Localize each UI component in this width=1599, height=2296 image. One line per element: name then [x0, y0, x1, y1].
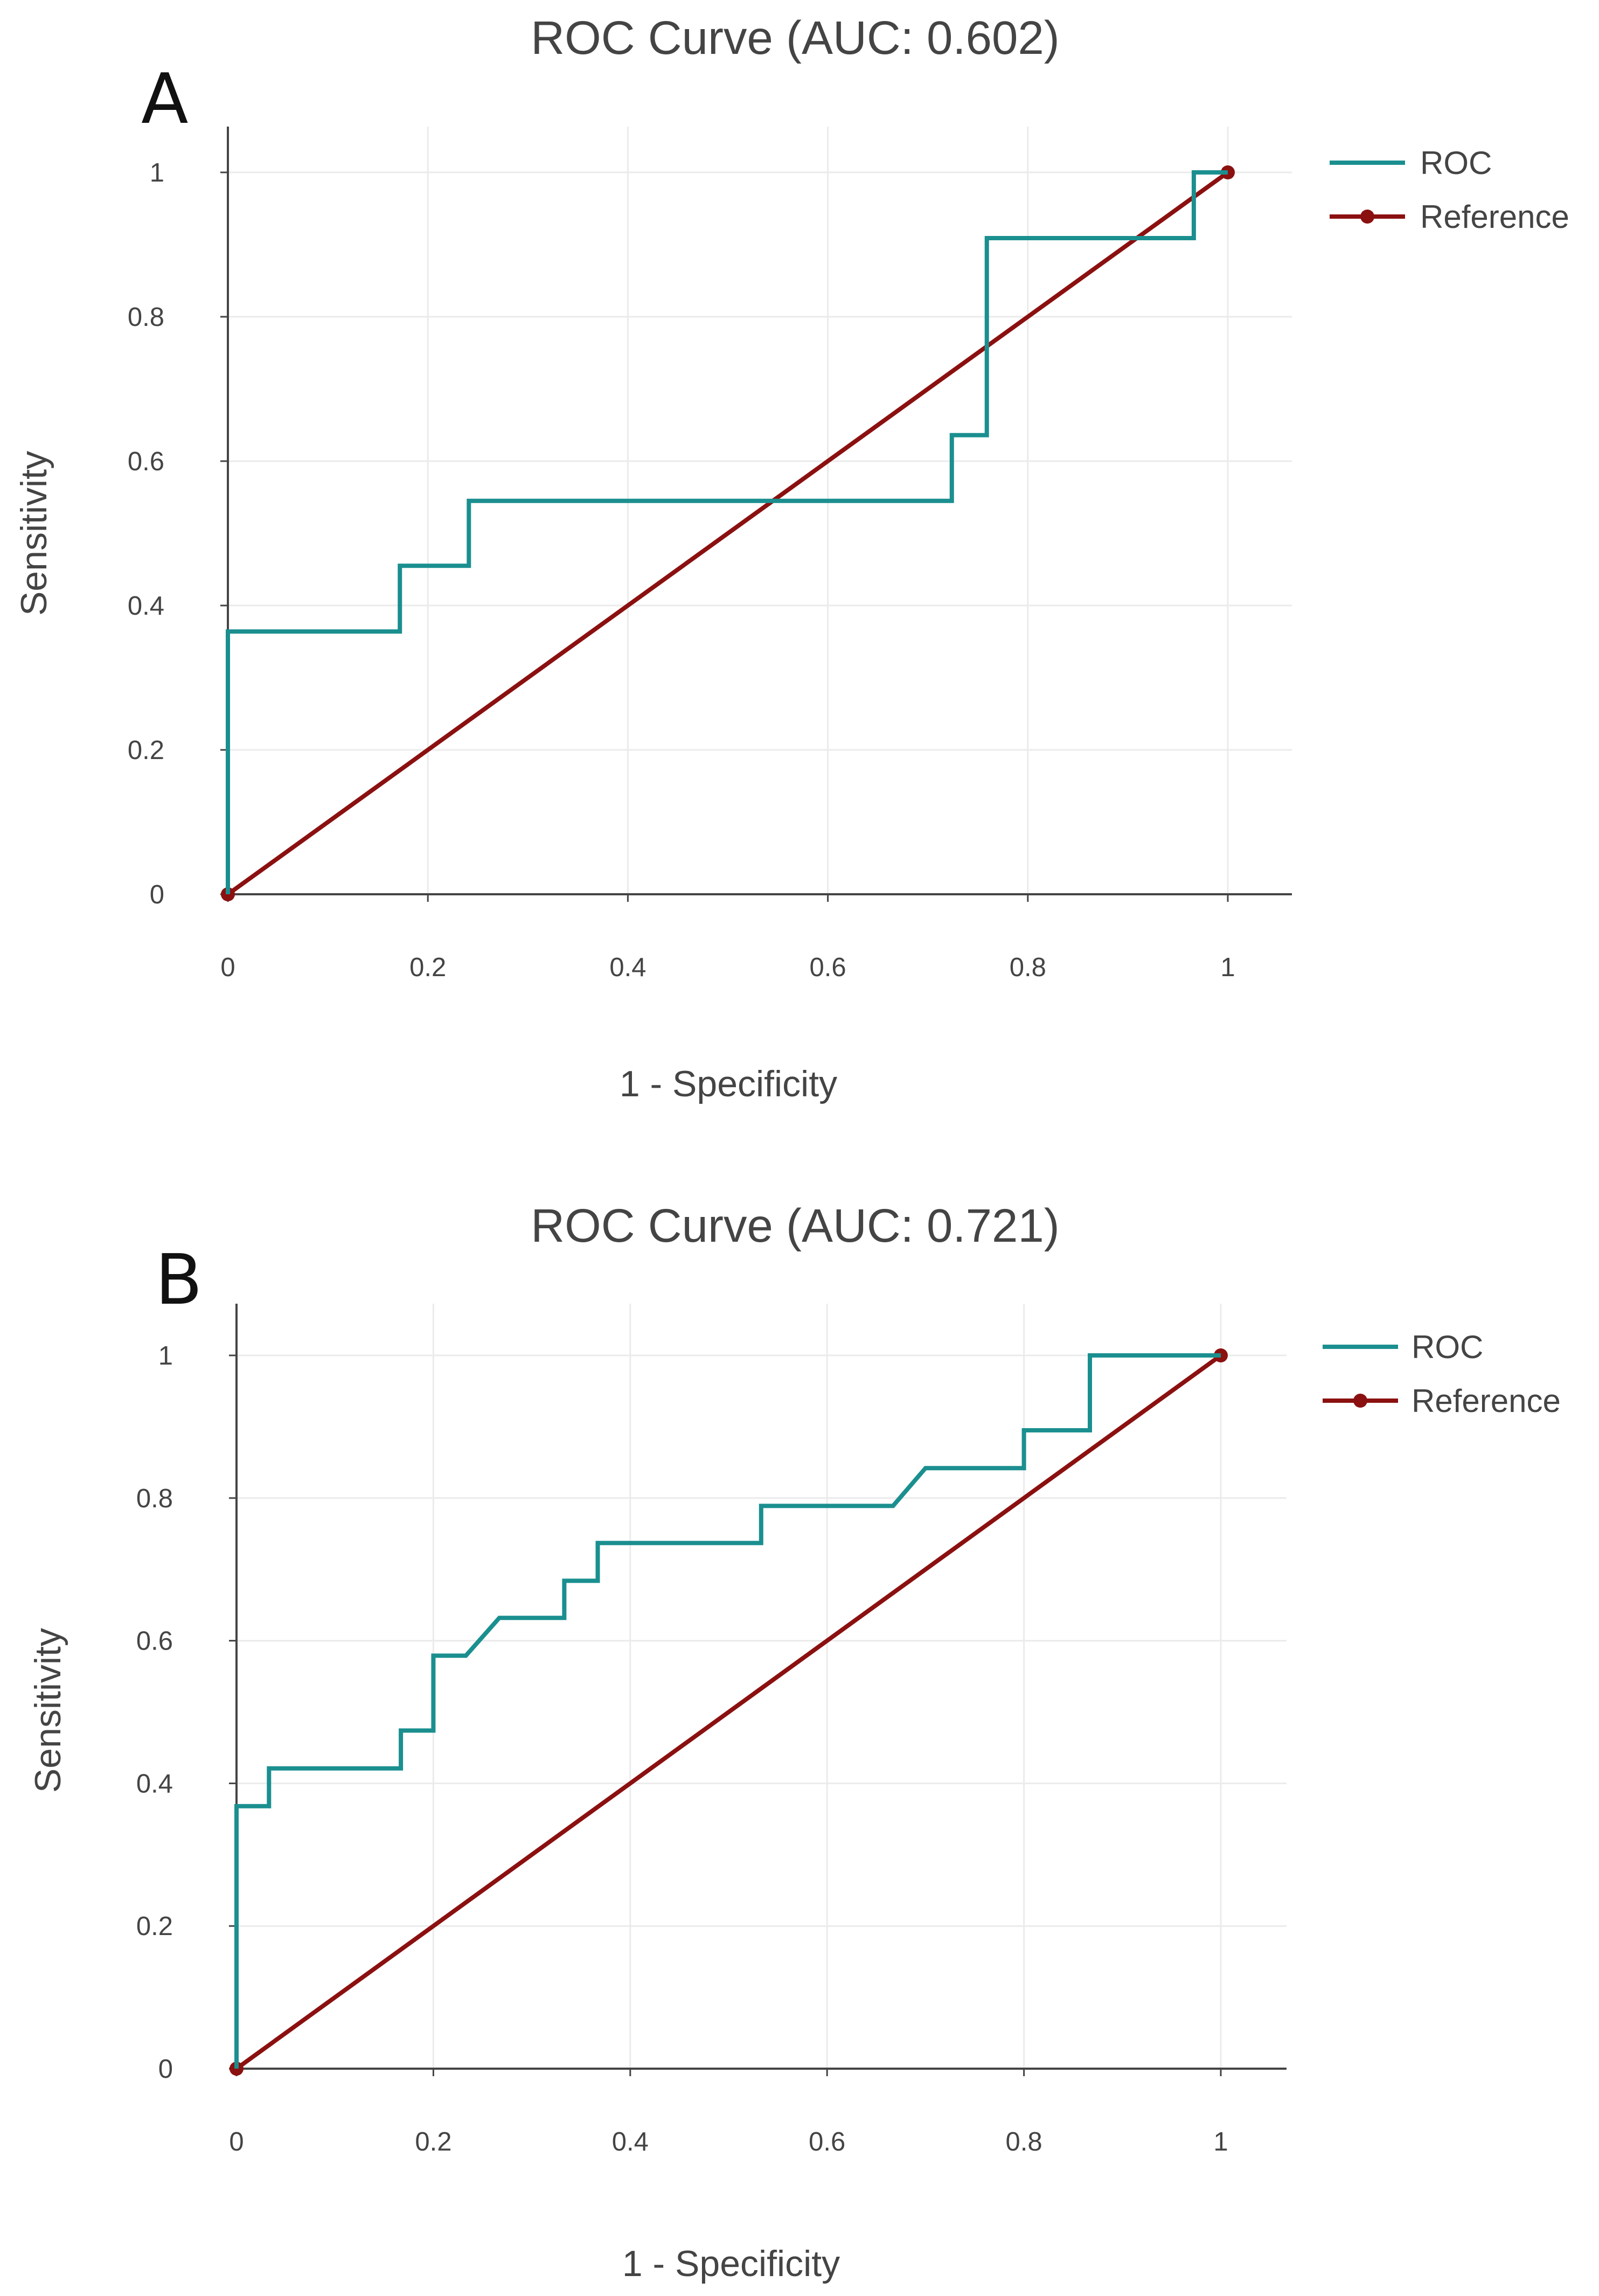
legend-reference-marker — [1360, 210, 1374, 224]
y-axis-title: Sensitivity — [13, 451, 54, 616]
x-tick-label: 0 — [220, 953, 235, 982]
legend-reference-marker — [1353, 1394, 1367, 1408]
x-tick-label: 0.6 — [810, 953, 846, 982]
y-tick-labels: 0 0.2 0.4 0.6 0.8 1 — [136, 1341, 237, 2084]
x-tick-labels: 0 0.2 0.4 0.6 0.8 1 — [220, 894, 1235, 982]
legend-reference-label: Reference — [1412, 1383, 1561, 1419]
y-tick-label: 0.4 — [136, 1769, 173, 1798]
x-tick-label: 1 — [1213, 2127, 1228, 2156]
series-group — [230, 1348, 1228, 2076]
x-tick-label: 0.6 — [809, 2127, 845, 2156]
x-tick-label: 0.8 — [1006, 2127, 1042, 2156]
x-tick-label: 0.4 — [609, 953, 646, 982]
y-tick-label: 0.2 — [136, 1912, 173, 1941]
y-tick-label: 1 — [150, 158, 164, 187]
y-tick-label: 0 — [158, 2055, 173, 2084]
chart-title: ROC Curve (AUC: 0.602) — [531, 12, 1059, 64]
y-tick-label: 0.4 — [128, 592, 164, 621]
roc-line — [234, 1353, 1221, 2069]
x-tick-label: 0.4 — [612, 2127, 649, 2156]
panel-label: A — [141, 59, 189, 140]
legend: ROC Reference — [1330, 145, 1569, 235]
x-tick-labels: 0 0.2 0.4 0.6 0.8 1 — [229, 2069, 1228, 2156]
y-tick-label: 0.8 — [128, 303, 164, 332]
x-tick-label: 0 — [229, 2127, 244, 2156]
y-tick-label: 0.6 — [128, 447, 164, 476]
x-tick-label: 1 — [1220, 953, 1235, 982]
panel-label: B — [155, 1240, 203, 1320]
roc-chart-b: B ROC Curve (AUC: 0.721) 0 0.2 0.4 0.6 0.8 1 … — [27, 1200, 1561, 2284]
y-tick-label: 0.6 — [136, 1627, 173, 1656]
x-tick-label: 0.2 — [415, 2127, 451, 2156]
reference-line — [226, 170, 1229, 896]
legend-roc-label: ROC — [1420, 145, 1492, 181]
roc-line — [226, 170, 1228, 894]
y-tick-labels: 0 0.2 0.4 0.6 0.8 1 — [128, 158, 228, 909]
x-axis-title: 1 - Specificity — [620, 1063, 837, 1104]
legend-roc-label: ROC — [1412, 1329, 1483, 1365]
x-tick-label: 0.8 — [1010, 953, 1046, 982]
chart-title: ROC Curve (AUC: 0.721) — [531, 1200, 1059, 1252]
x-axis-title: 1 - Specificity — [622, 2243, 840, 2284]
x-tick-label: 0.2 — [409, 953, 446, 982]
y-tick-label: 0 — [150, 880, 164, 909]
roc-chart-a: A ROC Curve (AUC: 0.602) 0 0.2 0.4 0.6 0.8 1 … — [13, 12, 1569, 1104]
reference-line — [235, 1353, 1222, 2071]
y-tick-label: 0.2 — [128, 736, 164, 765]
legend: ROC Reference — [1323, 1329, 1561, 1419]
legend-reference-label: Reference — [1420, 199, 1569, 235]
y-tick-label: 0.8 — [136, 1484, 173, 1513]
y-axis-title: Sensitivity — [27, 1628, 68, 1793]
series-group — [221, 165, 1235, 901]
y-tick-label: 1 — [158, 1341, 173, 1370]
